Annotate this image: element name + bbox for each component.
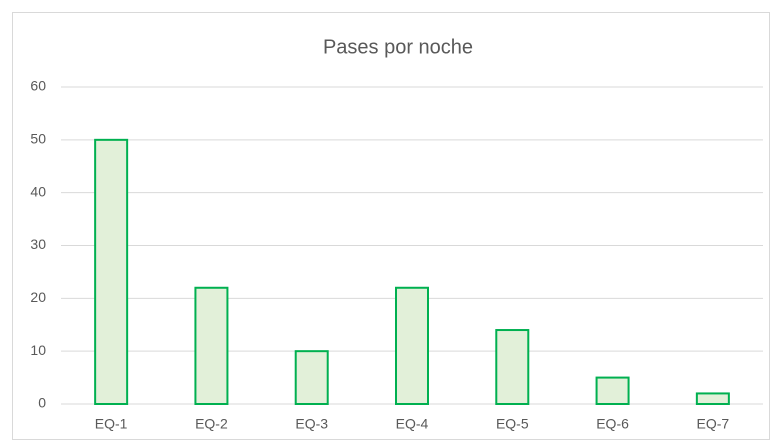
bar: [395, 286, 429, 405]
bar: [495, 329, 530, 405]
y-tick-label: 0: [38, 395, 46, 411]
x-tick-label: EQ-1: [95, 416, 128, 432]
y-tick-label: 20: [30, 289, 46, 305]
bar: [294, 350, 329, 405]
x-tick-label: EQ-3: [295, 416, 328, 432]
y-tick-label: 30: [30, 236, 46, 252]
x-tick-label: EQ-2: [195, 416, 228, 432]
y-tick-label: 60: [30, 78, 46, 94]
x-tick-label: EQ-6: [596, 416, 629, 432]
y-tick-label: 40: [30, 183, 46, 199]
y-tick-label: 10: [30, 342, 46, 358]
bar: [695, 392, 730, 405]
bar: [595, 376, 630, 406]
bar: [194, 286, 229, 405]
x-tick-label: EQ-5: [496, 416, 529, 432]
y-tick-label: 50: [30, 131, 46, 147]
chart-frame: [12, 12, 770, 440]
x-tick-label: EQ-7: [697, 416, 730, 432]
chart-title: Pases por noche: [323, 36, 473, 58]
x-tick-label: EQ-4: [396, 416, 429, 432]
bar: [94, 138, 129, 405]
